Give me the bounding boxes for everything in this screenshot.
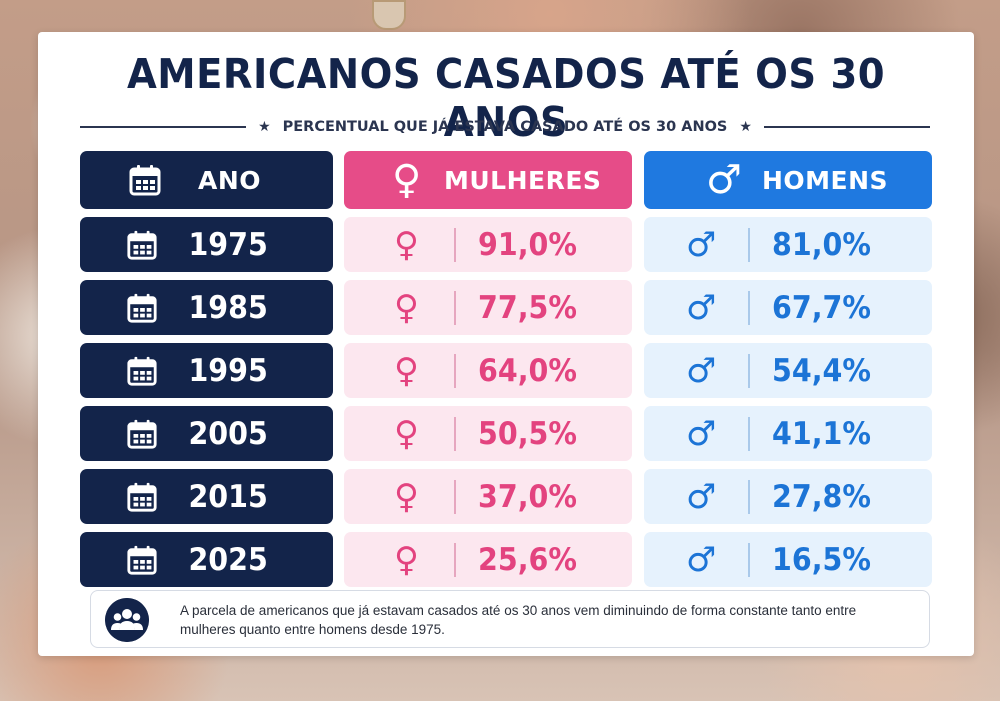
people-group-icon [105,598,149,642]
page-title: AMERICANOS CASADOS ATÉ OS 30 ANOS [126,50,886,146]
female-icon: ♀ [394,287,419,328]
cell-divider [454,542,456,577]
cell-divider [748,479,750,514]
calendar-icon [126,418,158,450]
cell-divider [748,542,750,577]
subtitle: PERCENTUAL QUE JÁ ESTAVA CASADO ATÉ OS 3… [282,119,728,135]
calendar-icon [126,544,158,576]
year-value: 1985 [188,289,268,326]
female-icon: ♀ [394,224,419,265]
calendar-icon [129,165,161,196]
women-cell: ♀ 50,5% [344,406,632,461]
year-cell: 2015 [80,469,333,524]
cell-divider [748,227,750,262]
year-value: 1975 [188,226,268,263]
year-cell: 1975 [80,217,333,272]
men-value: 81,0% [772,226,871,263]
women-value: 25,6% [478,541,577,578]
year-value: 2005 [188,415,268,452]
women-cell: ♀ 91,0% [344,217,632,272]
year-cell: 2025 [80,532,333,587]
cell-divider [748,290,750,325]
year-cell: 1995 [80,343,333,398]
men-value: 67,7% [772,289,871,326]
women-cell: ♀ 37,0% [344,469,632,524]
calendar-icon [126,355,158,387]
male-icon: ♂ [686,539,717,580]
ring-decoration [372,0,406,30]
cell-divider [454,416,456,451]
women-cell: ♀ 77,5% [344,280,632,335]
star-icon: ★ [258,119,271,135]
women-cell: ♀ 64,0% [344,343,632,398]
female-icon: ♀ [394,539,419,580]
female-icon: ♀ [392,157,422,203]
female-icon: ♀ [394,476,419,517]
male-icon: ♂ [686,224,717,265]
male-icon: ♂ [686,350,717,391]
subtitle-row: ★ PERCENTUAL QUE JÁ ESTAVA CASADO ATÉ OS… [80,116,930,138]
men-value: 27,8% [772,478,871,515]
men-cell: ♂ 67,7% [644,280,932,335]
calendar-icon [126,481,158,513]
female-icon: ♀ [394,350,419,391]
male-icon: ♂ [686,476,717,517]
women-cell: ♀ 25,6% [344,532,632,587]
star-icon: ★ [739,119,752,135]
year-value: 2015 [188,478,268,515]
women-value: 37,0% [478,478,577,515]
header-men-label: HOMENS [762,165,889,195]
calendar-icon [126,292,158,324]
header-year-label: ANO [198,165,262,195]
men-value: 54,4% [772,352,871,389]
women-value: 77,5% [478,289,577,326]
female-icon: ♀ [394,413,419,454]
cell-divider [454,227,456,262]
women-value: 64,0% [478,352,577,389]
header-year: ANO [80,151,333,209]
cell-divider [454,353,456,388]
women-value: 91,0% [478,226,577,263]
men-cell: ♂ 81,0% [644,217,932,272]
calendar-icon [126,229,158,261]
cell-divider [748,416,750,451]
male-icon: ♂ [686,287,717,328]
men-cell: ♂ 54,4% [644,343,932,398]
men-cell: ♂ 16,5% [644,532,932,587]
note-text: A parcela de americanos que já estavam c… [180,603,857,637]
men-cell: ♂ 27,8% [644,469,932,524]
header-women: ♀ MULHERES [344,151,632,209]
infographic-card: AMERICANOS CASADOS ATÉ OS 30 ANOS ★ PERC… [38,32,974,656]
header-men: ♂ HOMENS [644,151,932,209]
cell-divider [454,290,456,325]
year-cell: 1985 [80,280,333,335]
header-women-label: MULHERES [444,165,602,195]
year-value: 2025 [188,541,268,578]
cell-divider [454,479,456,514]
men-value: 41,1% [772,415,871,452]
subtitle-rule-right [763,126,930,128]
year-value: 1995 [188,352,268,389]
women-value: 50,5% [478,415,577,452]
men-cell: ♂ 41,1% [644,406,932,461]
male-icon: ♂ [686,413,717,454]
male-icon: ♂ [706,157,742,203]
year-cell: 2005 [80,406,333,461]
subtitle-rule-left [80,126,247,128]
note-box: A parcela de americanos que já estavam c… [90,590,930,648]
men-value: 16,5% [772,541,871,578]
cell-divider [748,353,750,388]
